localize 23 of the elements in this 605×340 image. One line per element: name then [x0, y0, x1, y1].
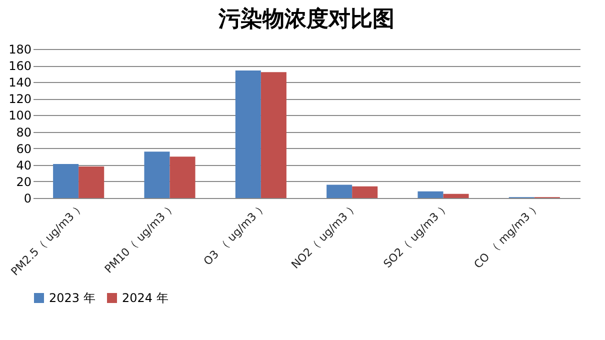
y-tick-label: 140 — [8, 76, 32, 90]
bar — [235, 70, 261, 198]
y-tick-label: 0 — [24, 192, 32, 206]
bar — [170, 156, 196, 198]
y-tick-label: 40 — [16, 158, 32, 172]
y-tick-label: 100 — [8, 108, 32, 123]
bar — [443, 194, 469, 198]
y-tick-label: 160 — [8, 59, 32, 74]
chart-title: 污染物浓度对比图 — [218, 6, 394, 32]
legend-label: 2023 年 — [49, 291, 96, 305]
y-tick-label: 80 — [16, 125, 32, 140]
legend-label: 2024 年 — [122, 291, 168, 305]
bar — [418, 191, 444, 198]
y-tick-label: 60 — [16, 142, 32, 156]
bar — [260, 72, 286, 198]
bar — [144, 152, 170, 198]
bar — [326, 184, 352, 198]
y-tick-label: 180 — [8, 42, 32, 56]
bar — [78, 166, 104, 198]
bar — [352, 186, 378, 198]
y-tick-label: 120 — [8, 92, 32, 106]
y-tick-label: 20 — [16, 174, 32, 189]
bar — [53, 164, 79, 198]
